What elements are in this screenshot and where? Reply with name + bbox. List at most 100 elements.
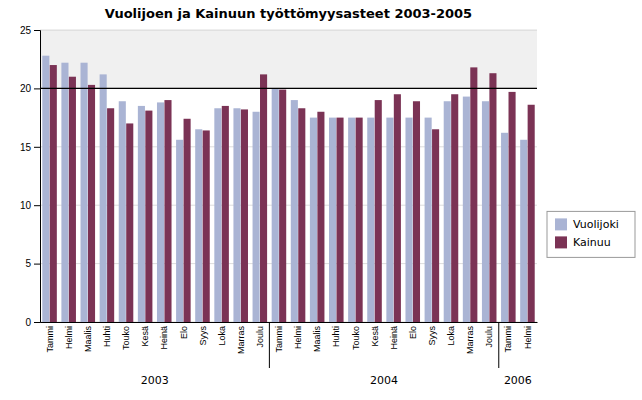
series <box>50 65 535 322</box>
x-tick-label: Syys <box>427 326 437 346</box>
x-tick-label: Helmi <box>64 326 74 349</box>
y-tick-mark <box>34 205 40 206</box>
bar <box>279 90 286 322</box>
x-tick-label: Tammi <box>45 326 55 353</box>
x-tick-label: Marras <box>236 326 246 355</box>
bar <box>222 106 229 322</box>
x-tick-label: Heinä <box>159 326 169 350</box>
bar <box>298 108 305 322</box>
bar <box>482 101 489 322</box>
x-tick-label: Tammi <box>274 326 284 353</box>
reference-line <box>40 88 537 89</box>
bar <box>164 100 171 322</box>
x-tick: Kesä <box>140 322 150 347</box>
bar <box>432 129 439 322</box>
x-tick-label: Joulu <box>255 326 265 348</box>
grid-line <box>40 322 537 323</box>
y-tick-label: 10 <box>20 200 32 211</box>
x-tick: Huhti <box>331 322 341 347</box>
x-tick: Marras <box>465 322 475 354</box>
bar <box>348 118 355 322</box>
grid <box>40 30 537 322</box>
year-label: 2004 <box>370 374 398 387</box>
bar <box>520 140 527 322</box>
x-tick: Loka <box>217 322 227 346</box>
bar <box>241 109 248 322</box>
grid-line <box>40 88 537 89</box>
x-tick-label: Huhti <box>331 326 341 347</box>
y-tick-label: 15 <box>20 142 32 153</box>
x-tick-label: Kesä <box>370 326 380 347</box>
grid-line <box>40 146 537 147</box>
bar <box>157 102 164 322</box>
y-axis-line <box>34 31 41 323</box>
year-label: 2003 <box>141 374 169 387</box>
y-tick: 5 <box>25 258 40 269</box>
bar <box>528 105 535 322</box>
x-tick: Tammi <box>503 322 513 353</box>
bar <box>501 133 508 322</box>
bar <box>425 118 432 322</box>
bar <box>42 56 49 322</box>
x-tick: Maalis <box>312 322 322 352</box>
legend-swatch <box>555 218 567 230</box>
bar <box>203 130 210 322</box>
x-tick: Heinä <box>389 322 399 350</box>
bar <box>394 94 401 322</box>
y-tick: 25 <box>20 25 40 36</box>
x-tick-label: Elo <box>408 326 418 339</box>
y-axis: 0510152025 <box>20 25 41 328</box>
bar <box>100 74 107 322</box>
legend-label: Kainuu <box>573 236 611 249</box>
x-tick-label: Touko <box>351 326 361 350</box>
bar <box>356 118 363 322</box>
series <box>42 56 527 322</box>
x-tick-label: Maalis <box>83 326 93 353</box>
bar <box>509 92 516 322</box>
x-tick-label: Joulu <box>484 326 494 348</box>
plot: 0510152025TammiHelmiMaalisHuhtiToukoKesä… <box>20 25 538 387</box>
x-tick: Kesä <box>370 322 380 347</box>
bar <box>317 112 324 322</box>
bar <box>184 119 191 322</box>
legend-swatch <box>555 236 567 248</box>
x-tick-label: Maalis <box>312 326 322 353</box>
legend-box <box>547 211 635 257</box>
x-tick: Joulu <box>484 322 494 348</box>
y-tick-label: 25 <box>20 25 32 36</box>
x-tick-label: Marras <box>465 326 475 355</box>
x-tick: Heinä <box>159 322 169 350</box>
x-tick: Touko <box>121 322 131 350</box>
x-tick: Syys <box>427 322 437 346</box>
bar <box>195 129 202 322</box>
x-tick-label: Touko <box>121 326 131 350</box>
y-tick: 0 <box>25 317 40 328</box>
x-tick: Huhti <box>102 322 112 347</box>
x-tick: Elo <box>408 322 418 339</box>
bar <box>291 100 298 322</box>
bar <box>451 94 458 322</box>
year-divider <box>269 322 270 368</box>
x-tick-label: Loka <box>446 326 456 346</box>
bar <box>272 88 279 322</box>
bar <box>81 63 88 322</box>
y-tick-mark <box>34 264 40 265</box>
bar <box>375 100 382 322</box>
bar <box>463 97 470 322</box>
x-tick-label: Tammi <box>503 326 513 353</box>
x-tick-label: Helmi <box>293 326 303 349</box>
y-tick-mark <box>34 147 40 148</box>
bar <box>336 118 343 322</box>
year-label: 2006 <box>504 374 532 387</box>
bar <box>260 74 267 322</box>
x-tick-label: Kesä <box>140 326 150 347</box>
x-tick-label: Loka <box>217 326 227 346</box>
bar <box>214 108 221 322</box>
bar <box>329 118 336 322</box>
bar <box>253 112 260 322</box>
x-tick: Helmi <box>523 322 533 349</box>
bar <box>310 118 317 322</box>
y-tick-label: 5 <box>25 258 31 269</box>
legend-label: Vuolijoki <box>573 218 619 231</box>
x-tick-label: Elo <box>179 326 189 339</box>
